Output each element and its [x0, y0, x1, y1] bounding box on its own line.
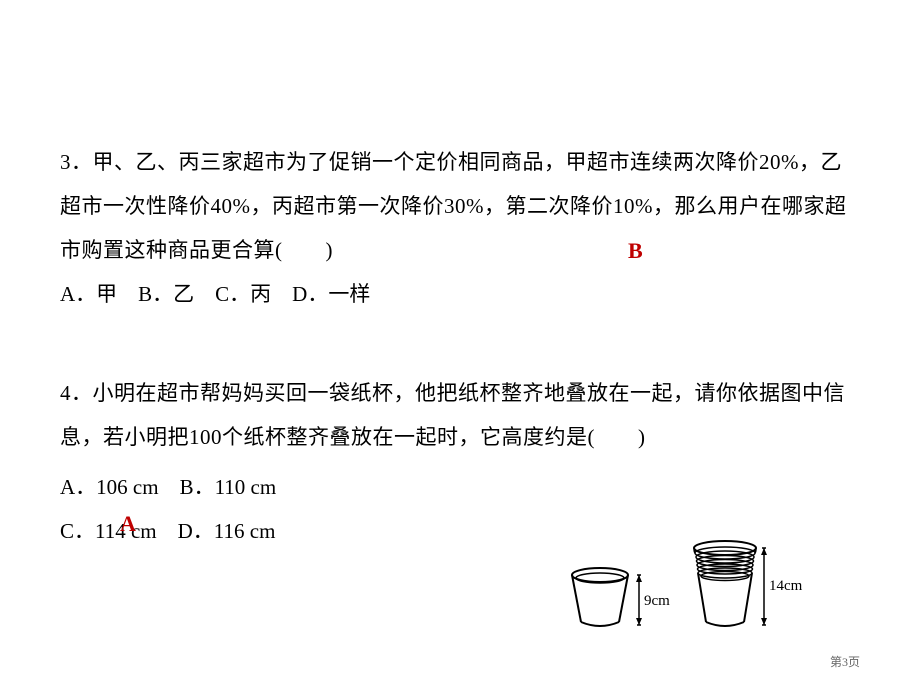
short-cup-icon — [572, 568, 628, 626]
tall-stack-measurement: 14cm — [761, 548, 803, 625]
question-3-text: 3．甲、乙、丙三家超市为了促销一个定价相同商品，甲超市连续两次降价20%，乙超市… — [60, 140, 860, 272]
tall-stack-label: 14cm — [769, 578, 803, 594]
short-cup-label: 9cm — [644, 593, 670, 609]
page-number: 第3页 — [830, 653, 860, 670]
short-cup-measurement: 9cm — [636, 575, 670, 625]
tall-stack-icon — [694, 541, 756, 626]
question-4-answer: A — [120, 501, 136, 547]
question-3-options: A．甲 B．乙 C．丙 D．一样 — [60, 272, 860, 316]
question-3-answer: B — [628, 228, 643, 274]
question-3: 3．甲、乙、丙三家超市为了促销一个定价相同商品，甲超市连续两次降价20%，乙超市… — [60, 140, 860, 316]
question-4-text: 4．小明在超市帮妈妈买回一袋纸杯，他把纸杯整齐地叠放在一起，请你依据图中信息，若… — [60, 371, 860, 459]
question-4-options-line1: A．106 cm B．110 cm — [60, 465, 860, 509]
cup-diagram: 9cm 14cm — [555, 520, 815, 640]
